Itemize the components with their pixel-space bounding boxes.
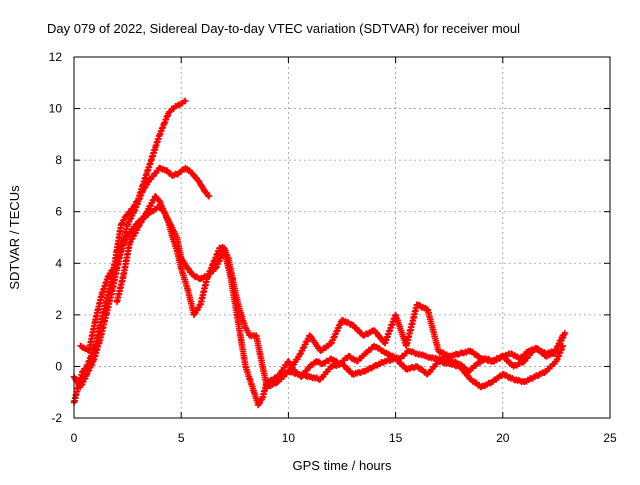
data-point — [561, 329, 569, 337]
y-axis-label: SDTVAR / TECUs — [7, 185, 22, 290]
x-axis-label: GPS time / hours — [293, 458, 392, 473]
data-point — [139, 187, 146, 195]
data-layer — [70, 97, 569, 409]
data-point — [176, 101, 183, 108]
data-point — [182, 97, 189, 105]
grid-layer — [74, 57, 610, 418]
y-tick-label: 2 — [55, 308, 62, 322]
x-tick-label: 5 — [178, 431, 185, 445]
x-tick-label: 20 — [496, 431, 510, 445]
x-tick-label: 25 — [603, 431, 617, 445]
chart-title: Day 079 of 2022, Sidereal Day-to-day VTE… — [47, 21, 520, 36]
data-point — [173, 102, 181, 110]
y-tick-label: 8 — [55, 153, 62, 167]
y-tick-label: 6 — [55, 205, 62, 219]
x-tick-label: 10 — [282, 431, 296, 445]
data-point — [410, 349, 418, 356]
y-tick-label: 0 — [55, 359, 62, 373]
x-tick-label: 15 — [389, 431, 403, 445]
y-tick-label: 12 — [49, 50, 63, 64]
y-tick-label: 4 — [55, 256, 62, 270]
data-point — [205, 193, 213, 200]
plot-border — [73, 56, 611, 419]
y-tick-label: -2 — [51, 411, 62, 425]
x-tick-label: 0 — [71, 431, 78, 445]
tick-layer: 0 5 10 15 20 25 -2 0 2 4 6 8 10 12 — [49, 50, 617, 445]
y-tick-label: 10 — [49, 102, 63, 116]
